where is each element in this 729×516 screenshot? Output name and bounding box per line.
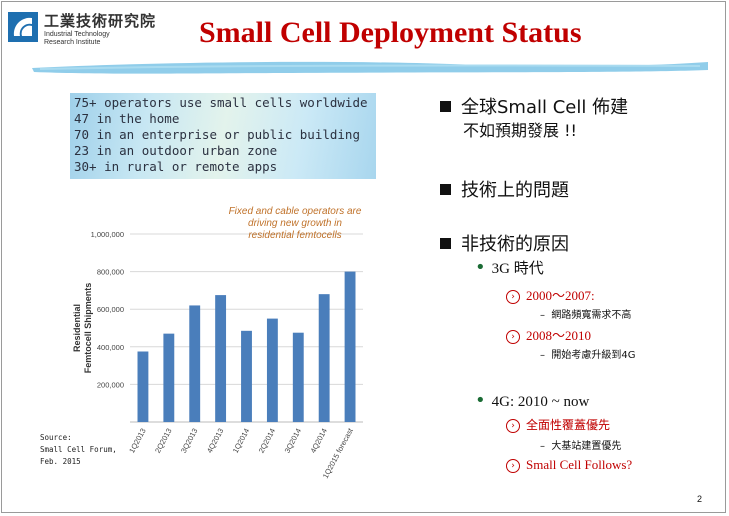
- y-tick-label: 600,000: [97, 305, 124, 314]
- bar: [163, 333, 175, 422]
- bullet-text: 4G: 2010 ~ now: [491, 394, 590, 410]
- arrow-circle-icon: ›: [506, 419, 520, 433]
- arrow-circle-icon: ›: [506, 290, 520, 304]
- x-tick-label: 1Q2014: [231, 427, 251, 455]
- femtocell-shipments-chart: 200,000 400,000 600,000 800,000 1,000,000 Res…: [72, 230, 363, 480]
- bar: [137, 351, 149, 422]
- bar: [318, 294, 330, 422]
- dash-icon: –: [540, 350, 552, 361]
- note-upgrade-4g: – 開始考慮升級到4G: [540, 346, 635, 361]
- bullet-2000-2007: › 2000～2007:: [506, 285, 595, 305]
- source-line: Feb. 2015: [40, 457, 81, 466]
- y-tick-label: 200,000: [97, 380, 124, 389]
- bullet-text: 2000～2007:: [526, 288, 595, 303]
- note-text: 大基站建置優先: [551, 441, 622, 452]
- bullet-coverage-first: › 全面性覆蓋優先: [506, 416, 610, 434]
- banner-line: 23 in an outdoor urban zone: [74, 143, 278, 158]
- banner-line: 75+ operators use small cells worldwide: [74, 95, 368, 110]
- arrow-circle-icon: ›: [506, 330, 520, 344]
- bullet-2008-2010: › 2008～2010: [506, 325, 591, 345]
- bullet-text: 2008～2010: [526, 328, 592, 343]
- bar: [189, 305, 201, 422]
- square-bullet-icon: [440, 238, 451, 249]
- itri-logo: 工業技術研究院 Industrial Technology Research I…: [8, 10, 155, 50]
- x-tick-label: 2Q2013: [153, 427, 173, 455]
- bar: [344, 271, 356, 422]
- square-bullet-icon: [440, 101, 451, 112]
- bullet-text: 技術上的問題: [461, 180, 569, 201]
- annotation-line: driving new growth in: [248, 218, 342, 229]
- x-tick-label: 4Q2014: [308, 427, 328, 455]
- y-tick-label: 800,000: [97, 268, 124, 277]
- banner-line: 30+ in rural or remote apps: [74, 159, 278, 174]
- logo-name-zh: 工業技術研究院: [44, 12, 157, 30]
- bullet-text: 全面性覆蓋優先: [526, 418, 611, 432]
- annotation-line: residential femtocells: [248, 230, 342, 241]
- bar: [215, 295, 227, 422]
- dash-icon: –: [540, 441, 552, 452]
- dash-icon: –: [540, 310, 552, 321]
- slide-title: Small Cell Deployment Status: [199, 16, 582, 49]
- dot-bullet-icon: •: [475, 390, 486, 411]
- note-macro-first: – 大基站建置優先: [540, 437, 621, 452]
- x-tick-label: 4Q2013: [205, 427, 225, 455]
- bullet-3g-era: • 3G 時代: [475, 257, 544, 278]
- y-tick-label: 400,000: [97, 343, 124, 352]
- bullet-small-cell-follows: › Small Cell Follows?: [506, 457, 632, 474]
- bullet-text: Small Cell Follows?: [526, 457, 633, 472]
- x-tick-label: 3Q2014: [283, 427, 303, 455]
- annotation-line: Fixed and cable operators are: [228, 206, 362, 217]
- source-note: Source: Small Cell Forum, Feb. 2015: [40, 432, 117, 468]
- y-tick-label: 1,000,000: [91, 230, 124, 239]
- logo-name-en-line1: Industrial Technology: [44, 31, 110, 38]
- chart-annotation: Fixed and cable operators are driving ne…: [220, 206, 370, 242]
- source-line: Source:: [40, 433, 72, 442]
- bullet-text: 非技術的原因: [461, 234, 569, 255]
- dot-bullet-icon: •: [475, 257, 486, 278]
- bullet-technical-issues: 技術上的問題: [440, 176, 569, 202]
- note-text: 網路頻寬需求不高: [551, 310, 632, 321]
- y-axis-label: ResidentialFemtocell Shipments: [72, 283, 93, 374]
- bullet-non-technical-reasons: 非技術的原因: [440, 230, 569, 256]
- bullet-4g-era: • 4G: 2010 ~ now: [475, 390, 589, 411]
- bullet-text: 全球Small Cell 佈建: [461, 97, 629, 118]
- source-line: Small Cell Forum,: [40, 445, 117, 454]
- operators-banner: 75+ operators use small cells worldwide …: [70, 93, 376, 179]
- bar: [266, 318, 278, 422]
- arrow-circle-icon: ›: [506, 459, 520, 473]
- itri-logo-icon: [8, 12, 38, 42]
- banner-line: 70 in an enterprise or public building: [74, 127, 360, 142]
- square-bullet-icon: [440, 184, 451, 195]
- x-tick-label: 2Q2014: [257, 427, 277, 455]
- banner-line: 47 in the home: [74, 111, 180, 126]
- logo-name-en-line2: Research Institute: [44, 39, 101, 46]
- x-tick-label: 1Q2013: [127, 427, 147, 455]
- bullet-global-deployment-cont: 不如預期發展 !!: [463, 121, 577, 140]
- bar: [241, 330, 252, 422]
- note-bandwidth: – 網路頻寬需求不高: [540, 306, 631, 321]
- title-underline-stroke: [32, 61, 708, 74]
- bar: [292, 332, 304, 422]
- note-text: 開始考慮升級到4G: [551, 350, 636, 361]
- page-number: 2: [697, 494, 703, 504]
- bullet-text: 3G 時代: [491, 261, 544, 277]
- x-tick-label: 3Q2013: [179, 427, 199, 455]
- bullet-global-deployment: 全球Small Cell 佈建: [440, 93, 628, 119]
